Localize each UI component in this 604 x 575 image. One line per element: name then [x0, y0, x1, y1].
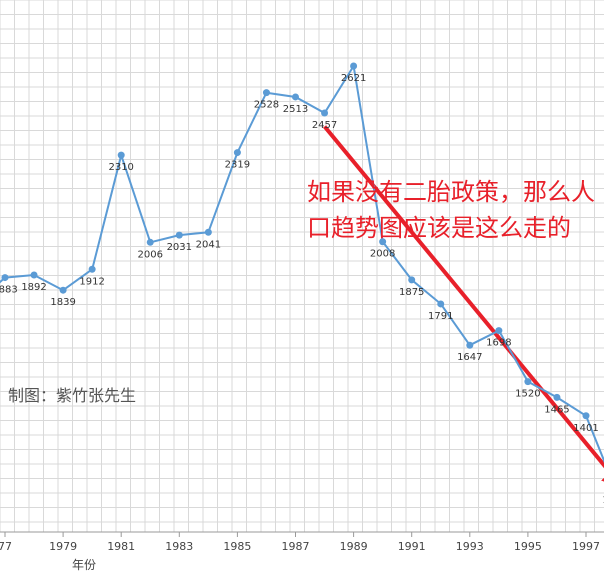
- data-point: [466, 341, 474, 349]
- data-label: 1883: [0, 285, 18, 296]
- data-point: [321, 109, 329, 117]
- credit-text: 制图：紫竹张先生: [8, 386, 137, 405]
- data-point: [146, 238, 154, 246]
- grid: [0, 0, 604, 532]
- data-label: 2031: [167, 242, 192, 253]
- data-label: 2621: [341, 73, 366, 84]
- data-label: 2310: [108, 162, 133, 173]
- data-point: [524, 378, 532, 386]
- data-label: 2513: [283, 104, 308, 115]
- data-label: 1912: [79, 276, 104, 287]
- data-label: 2528: [254, 100, 279, 111]
- data-label: 2008: [370, 249, 395, 260]
- data-label: 1149: [602, 495, 604, 506]
- data-point: [408, 276, 416, 284]
- data-label: 1465: [544, 404, 569, 415]
- data-point: [175, 231, 183, 239]
- data-label: 2041: [196, 239, 221, 250]
- data-label: 1698: [486, 338, 511, 349]
- x-tick-label: 1987: [282, 540, 310, 553]
- x-tick-label: 77: [0, 540, 12, 553]
- data-label: 1520: [515, 389, 540, 400]
- data-labels: 9318831892183919122310200620312041231925…: [0, 73, 604, 506]
- x-tick-label: 1983: [165, 540, 193, 553]
- x-tick-label: 1991: [398, 540, 426, 553]
- data-point: [262, 89, 270, 97]
- x-tick-label: 1989: [340, 540, 368, 553]
- x-tick-label: 1979: [49, 540, 77, 553]
- data-point: [553, 393, 561, 401]
- x-axis: 77 1979 1981 1983 1985 1987 1989 1991 1993 1995 19…: [0, 531, 604, 553]
- data-label: 1875: [399, 287, 424, 298]
- x-axis-label: 年份: [72, 558, 97, 572]
- series-layer: [0, 62, 604, 464]
- data-label: 1647: [457, 352, 482, 363]
- data-label: 2006: [138, 249, 163, 260]
- x-tick-label: 1997: [572, 540, 600, 553]
- data-point: [117, 151, 125, 159]
- data-label: 1892: [21, 282, 46, 293]
- data-point: [88, 265, 96, 273]
- data-label: 1839: [50, 297, 75, 308]
- data-label: 1791: [428, 311, 453, 322]
- data-point: [233, 149, 241, 157]
- data-point: [379, 238, 387, 246]
- annotation-text: 如果没有二胎政策，那么人口趋势图应该是这么走的: [307, 178, 595, 242]
- data-point: [582, 412, 590, 420]
- data-point: [1, 274, 9, 282]
- data-point: [204, 228, 212, 236]
- data-point: [495, 327, 503, 335]
- data-label: 1401: [573, 423, 598, 434]
- data-label: 2319: [225, 160, 250, 171]
- x-tick-label: 1993: [456, 540, 484, 553]
- x-tick-label: 1995: [514, 540, 542, 553]
- x-tick-label: 1981: [107, 540, 135, 553]
- data-point: [292, 93, 299, 101]
- data-point: [437, 300, 445, 308]
- data-point: [59, 286, 67, 294]
- data-label: 2457: [312, 120, 337, 131]
- x-tick-label: 1985: [223, 540, 251, 553]
- data-point: [30, 271, 38, 279]
- data-point: [350, 62, 358, 70]
